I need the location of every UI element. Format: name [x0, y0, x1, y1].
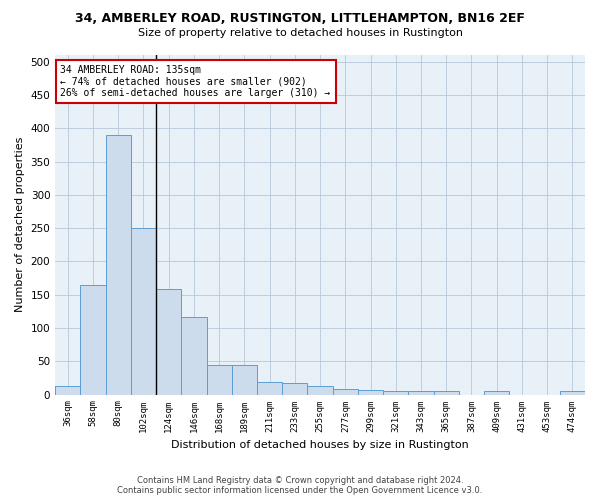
Bar — [307, 386, 332, 394]
Text: 34 AMBERLEY ROAD: 135sqm
← 74% of detached houses are smaller (902)
26% of semi-: 34 AMBERLEY ROAD: 135sqm ← 74% of detach… — [61, 65, 331, 98]
Text: Contains HM Land Registry data © Crown copyright and database right 2024.
Contai: Contains HM Land Registry data © Crown c… — [118, 476, 482, 495]
Bar — [332, 389, 358, 394]
Bar — [55, 386, 80, 394]
Y-axis label: Number of detached properties: Number of detached properties — [15, 137, 25, 312]
Bar — [434, 391, 459, 394]
Text: Size of property relative to detached houses in Rustington: Size of property relative to detached ho… — [137, 28, 463, 38]
Bar — [560, 391, 585, 394]
Bar — [106, 135, 131, 394]
Bar — [232, 366, 257, 394]
Bar — [409, 391, 434, 394]
Bar — [156, 290, 181, 395]
Bar — [80, 284, 106, 395]
Bar — [282, 383, 307, 394]
Bar — [131, 228, 156, 394]
Bar — [484, 391, 509, 394]
Text: 34, AMBERLEY ROAD, RUSTINGTON, LITTLEHAMPTON, BN16 2EF: 34, AMBERLEY ROAD, RUSTINGTON, LITTLEHAM… — [75, 12, 525, 26]
Bar — [358, 390, 383, 394]
Bar — [206, 366, 232, 394]
X-axis label: Distribution of detached houses by size in Rustington: Distribution of detached houses by size … — [171, 440, 469, 450]
Bar — [181, 318, 206, 394]
Bar — [257, 382, 282, 394]
Bar — [383, 390, 409, 394]
